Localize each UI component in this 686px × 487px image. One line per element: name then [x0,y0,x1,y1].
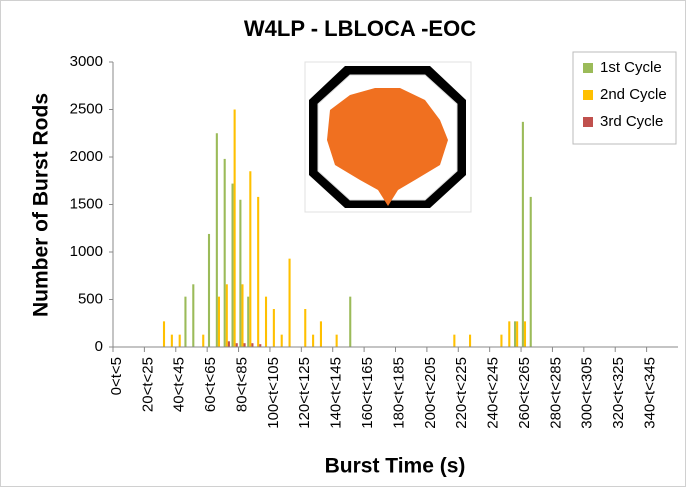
bar [251,343,254,347]
bar [225,284,228,347]
x-tick-label: 260<t<265 [516,357,533,429]
bar [231,183,234,347]
bar [453,334,456,347]
chart-title: W4LP - LBLOCA -EOC [244,16,476,41]
bar [529,196,532,347]
bar [215,133,218,347]
bar [243,343,246,347]
x-tick-label: 180<t<185 [390,357,407,429]
bar [469,334,472,347]
y-tick-label: 1000 [70,243,103,260]
y-tick-label: 1500 [70,195,103,212]
bar [319,321,322,347]
bar [178,334,181,347]
bar [264,296,268,347]
x-tick-label: 320<t<325 [610,357,627,429]
bar [304,309,307,347]
x-tick-label: 220<t<225 [453,357,470,429]
y-tick-label: 500 [78,290,103,307]
x-tick-label: 80<t<85 [233,357,250,412]
core-map-inset [304,61,472,213]
bar [257,196,260,347]
bar [272,309,275,347]
bar [207,233,211,347]
bar [288,258,291,347]
x-axis-label: Burst Time (s) [325,455,466,478]
bar [521,121,524,347]
x-tick-label: 200<t<205 [422,357,439,429]
legend-label: 2nd Cycle [600,86,667,103]
x-tick-label: 240<t<245 [485,357,502,429]
inset-core [327,88,448,206]
bar [516,321,519,347]
x-tick-label: 60<t<65 [202,357,219,412]
bar [508,321,511,347]
x-tick-label: 20<t<25 [139,357,156,412]
x-tick-label: 0<t<5 [108,357,125,395]
x-tick-label: 300<t<305 [579,357,596,429]
bar [239,199,242,347]
legend-swatch [583,63,593,73]
bar [162,321,166,347]
bar [217,296,220,347]
x-tick-label: 160<t<165 [359,357,376,429]
x-tick-label: 280<t<285 [547,357,564,429]
bar [513,321,517,347]
bar [192,284,195,347]
bar [202,334,205,347]
y-tick-label: 2000 [70,148,103,165]
y-axis-label: Number of Burst Rods [30,93,53,317]
y-tick-label: 0 [95,338,103,355]
x-tick-label: 120<t<125 [296,357,313,429]
bar [227,341,230,347]
bar [233,109,236,347]
legend-label: 1st Cycle [600,59,662,76]
legend-label: 3rd Cycle [600,113,663,130]
bar [312,334,315,347]
bar [523,321,527,347]
bar [170,334,173,347]
bar [249,171,252,347]
legend-swatch [583,117,593,127]
bar [280,334,283,347]
bar [241,284,244,347]
bar [259,344,262,347]
legend-swatch [583,90,593,100]
bar [223,158,226,347]
y-tick-label: 2500 [70,100,103,117]
bar [184,296,187,347]
bar [235,343,238,347]
x-tick-label: 340<t<345 [642,357,659,429]
x-tick-label: 100<t<105 [265,357,282,429]
x-tick-label: 140<t<145 [328,357,345,429]
y-tick-label: 3000 [70,53,103,70]
bar [247,296,250,347]
bar [335,334,338,347]
x-tick-label: 40<t<45 [171,357,188,412]
bar [349,296,352,347]
bar [500,334,503,347]
